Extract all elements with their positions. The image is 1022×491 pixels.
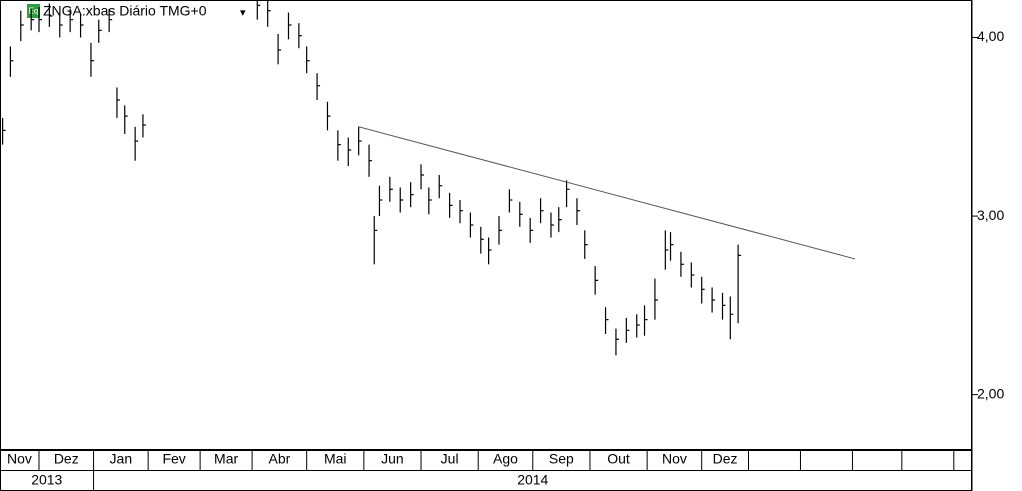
- month-label: Dez: [54, 451, 79, 467]
- month-label: Mar: [214, 451, 238, 467]
- month-label: Nov: [662, 451, 687, 467]
- year-label: 2013: [31, 472, 62, 488]
- month-label: Dez: [713, 451, 738, 467]
- chart-title: ZNGA:xbas Diário TMG+0: [43, 3, 207, 19]
- month-label: Jul: [441, 451, 459, 467]
- month-label: Nov: [7, 451, 32, 467]
- month-label: Ago: [493, 451, 518, 467]
- icon-label: Eq: [29, 7, 39, 16]
- month-label: Sep: [549, 451, 574, 467]
- month-label: Out: [607, 451, 630, 467]
- month-label: Abr: [268, 451, 290, 467]
- menu-arrow[interactable]: ▾: [240, 7, 246, 19]
- y-tick-label: 4,00: [977, 28, 1004, 44]
- month-label: Mai: [324, 451, 347, 467]
- y-tick-label: 3,00: [977, 207, 1004, 223]
- plot-frame: [0, 0, 972, 450]
- y-tick-label: 2,00: [977, 385, 1004, 401]
- trendline: [358, 126, 856, 260]
- icon: [27, 4, 40, 18]
- month-label: Fev: [162, 451, 185, 467]
- year-label: 2014: [517, 472, 548, 488]
- month-label: Jan: [110, 451, 133, 467]
- month-label: Jun: [381, 451, 404, 467]
